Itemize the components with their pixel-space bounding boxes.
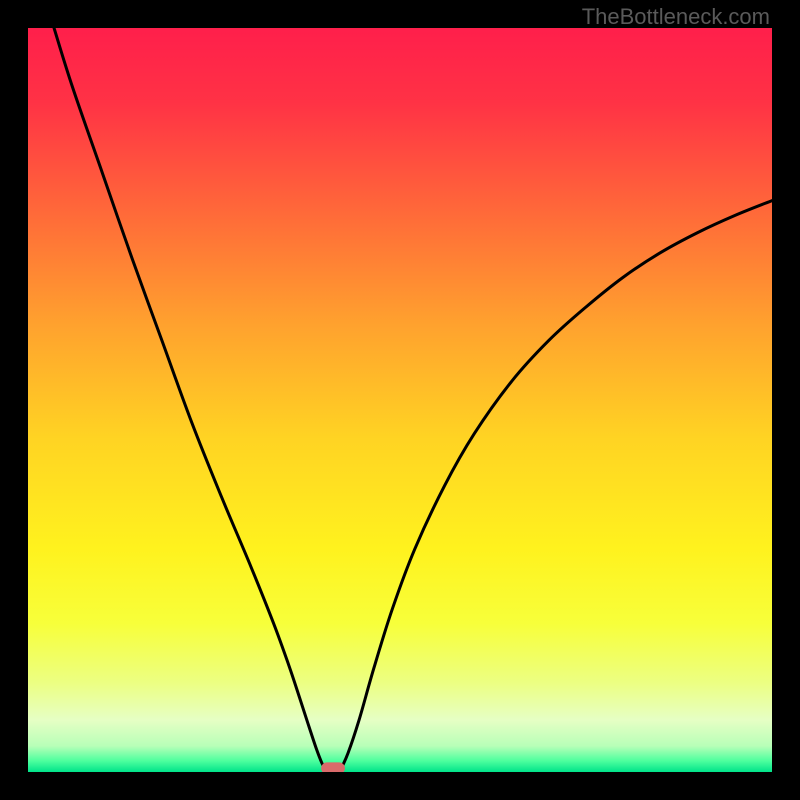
watermark-text: TheBottleneck.com	[582, 4, 770, 30]
curve-left-branch	[54, 28, 326, 770]
chart-frame: TheBottleneck.com	[0, 0, 800, 800]
curves-layer	[28, 28, 772, 772]
min-marker	[321, 762, 345, 772]
plot-area	[28, 28, 772, 772]
curve-right-branch	[340, 201, 772, 770]
